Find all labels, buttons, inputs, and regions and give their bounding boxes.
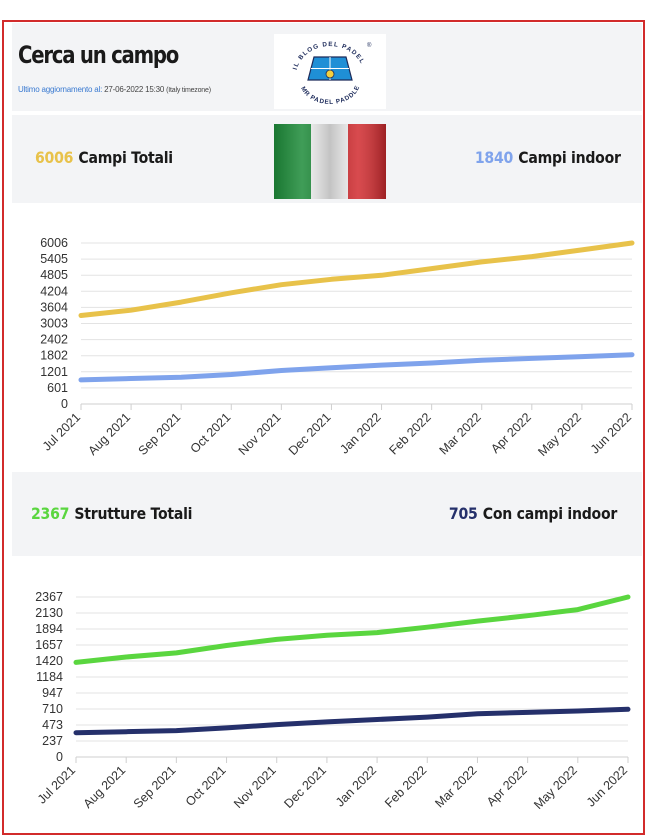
- indoor-structures-value: 705: [448, 504, 478, 523]
- courts-chart-x-tick-label: Feb 2022: [387, 410, 434, 457]
- last-updated-value: 27-06-2022 15:30: [104, 85, 165, 94]
- structures-chart-y-tick-label: 1184: [36, 670, 63, 684]
- structures-chart-x-tick-label: Jan 2022: [333, 763, 379, 809]
- structures-chart-x-tick-label: Feb 2022: [382, 763, 429, 810]
- courts-chart-x-tick-label: Mar 2022: [437, 410, 484, 457]
- timezone-note: (Italy timezone): [166, 87, 211, 94]
- structures-chart-y-tick-label: 2130: [35, 606, 63, 620]
- structures-chart-x-tick-label: Dec 2021: [281, 763, 329, 811]
- structures-chart-y-tick-label: 1894: [35, 622, 63, 636]
- courts-chart-x-tick-label: May 2022: [535, 410, 584, 459]
- courts-chart-x-tick-label: Aug 2021: [85, 410, 133, 458]
- courts-chart-y-tick-label: 3604: [40, 300, 68, 314]
- indoor-courts-label: Campi indoor: [518, 148, 622, 167]
- courts-chart-x-tick-label: Nov 2021: [236, 410, 284, 458]
- structures-chart-x-tick-label: Aug 2021: [81, 763, 129, 811]
- courts-chart-series-1-line: [78, 240, 635, 318]
- courts-chart-y-tick-label: 2402: [40, 333, 68, 347]
- courts-chart-x-tick-label: Apr 2022: [488, 410, 534, 456]
- italy-flag-icon: [274, 124, 386, 199]
- structures-line-chart: 0 237 473 710 947 1184 1420 1657 1894 2130 2367 Jul…: [35, 590, 631, 812]
- courts-chart-x-tick-label: Jul 2021: [40, 410, 83, 453]
- structures-chart-series-2-line: [73, 706, 631, 736]
- structures-chart-x-tick-label: Oct 2021: [183, 763, 229, 809]
- total-structures-stat: 2367 Strutture Totali: [31, 504, 192, 523]
- structures-chart: 0 237 473 710 947 1184 1420 1657 1894 2130 2367 Jul…: [12, 560, 642, 832]
- courts-chart-y-tick-label: 3003: [40, 317, 68, 331]
- structures-chart-x-tick-label: Sep 2021: [131, 763, 179, 811]
- courts-chart-y-tick-label: 1802: [40, 349, 68, 363]
- structures-chart-y-tick-label: 1657: [35, 638, 63, 652]
- total-structures-value: 2367: [31, 504, 70, 523]
- courts-chart: 0 601 1201 1802 2402 3003 3604 4204 4805 5405 6006…: [12, 205, 642, 470]
- courts-chart-y-tick-label: 5405: [40, 252, 68, 266]
- structures-chart-y-tick-label: 1420: [35, 654, 63, 668]
- structures-chart-x-tick-label: May 2022: [531, 763, 580, 812]
- courts-chart-y-tick-label: 4805: [40, 268, 68, 282]
- structures-chart-series-1-line: [73, 594, 631, 665]
- structures-stats-band: [12, 472, 642, 556]
- last-updated-label: Ultimo aggiornamento al:: [18, 85, 103, 94]
- blog-logo: IL BLOG DEL PADEL MR PADEL PADDLE ®: [274, 34, 386, 109]
- structures-chart-y-tick-label: 0: [56, 750, 63, 764]
- structures-chart-y-tick-label: 237: [42, 734, 63, 748]
- courts-chart-x-tick-label: Jan 2022: [337, 410, 383, 456]
- courts-chart-series-2-line: [78, 352, 635, 383]
- structures-chart-y-tick-label: 473: [42, 718, 63, 732]
- last-updated: Ultimo aggiornamento al: 27-06-2022 15:3…: [18, 85, 211, 94]
- courts-chart-x-tick-label: Dec 2021: [286, 410, 334, 458]
- indoor-structures-stat: 705 Con campi indoor: [449, 504, 617, 523]
- total-structures-label: Strutture Totali: [74, 504, 193, 523]
- structures-chart-x-tick-label: Jun 2022: [584, 763, 630, 809]
- courts-chart-x-tick-label: Jun 2022: [588, 410, 634, 456]
- courts-chart-y-tick-label: 0: [61, 397, 68, 411]
- courts-chart-y-tick-label: 601: [47, 381, 68, 395]
- structures-chart-y-tick-label: 947: [42, 686, 63, 700]
- structures-chart-y-tick-label: 710: [42, 702, 63, 716]
- page-title: Cerca un campo: [18, 41, 179, 69]
- logo-bottom-text: MR PADEL PADDLE: [299, 84, 361, 106]
- structures-chart-x-tick-label: Nov 2021: [231, 763, 279, 811]
- structures-chart-y-tick-label: 2367: [35, 590, 63, 604]
- registered-mark: ®: [367, 42, 372, 49]
- indoor-courts-value: 1840: [475, 148, 514, 167]
- courts-chart-x-tick-label: Oct 2021: [188, 410, 234, 456]
- header: Cerca un campo Ultimo aggiornamento al: …: [12, 23, 642, 111]
- courts-line-chart: 0 601 1201 1802 2402 3003 3604 4204 4805 5405 6006…: [40, 236, 635, 459]
- total-courts-value: 6006: [35, 148, 74, 167]
- structures-chart-x-tick-label: Mar 2022: [432, 763, 479, 810]
- courts-chart-y-tick-label: 1201: [40, 365, 68, 379]
- courts-chart-y-tick-label: 6006: [40, 236, 68, 250]
- indoor-courts-stat: 1840 Campi indoor: [475, 148, 621, 167]
- total-courts-stat: 6006 Campi Totali: [35, 148, 173, 167]
- courts-chart-y-tick-label: 4204: [40, 284, 68, 298]
- total-courts-label: Campi Totali: [78, 148, 173, 167]
- indoor-structures-label: Con campi indoor: [482, 504, 618, 523]
- structures-chart-x-tick-label: Jul 2021: [35, 763, 78, 806]
- padel-court-icon: [307, 56, 353, 81]
- courts-chart-x-tick-label: Sep 2021: [136, 410, 184, 458]
- structures-chart-x-tick-label: Apr 2022: [484, 763, 530, 809]
